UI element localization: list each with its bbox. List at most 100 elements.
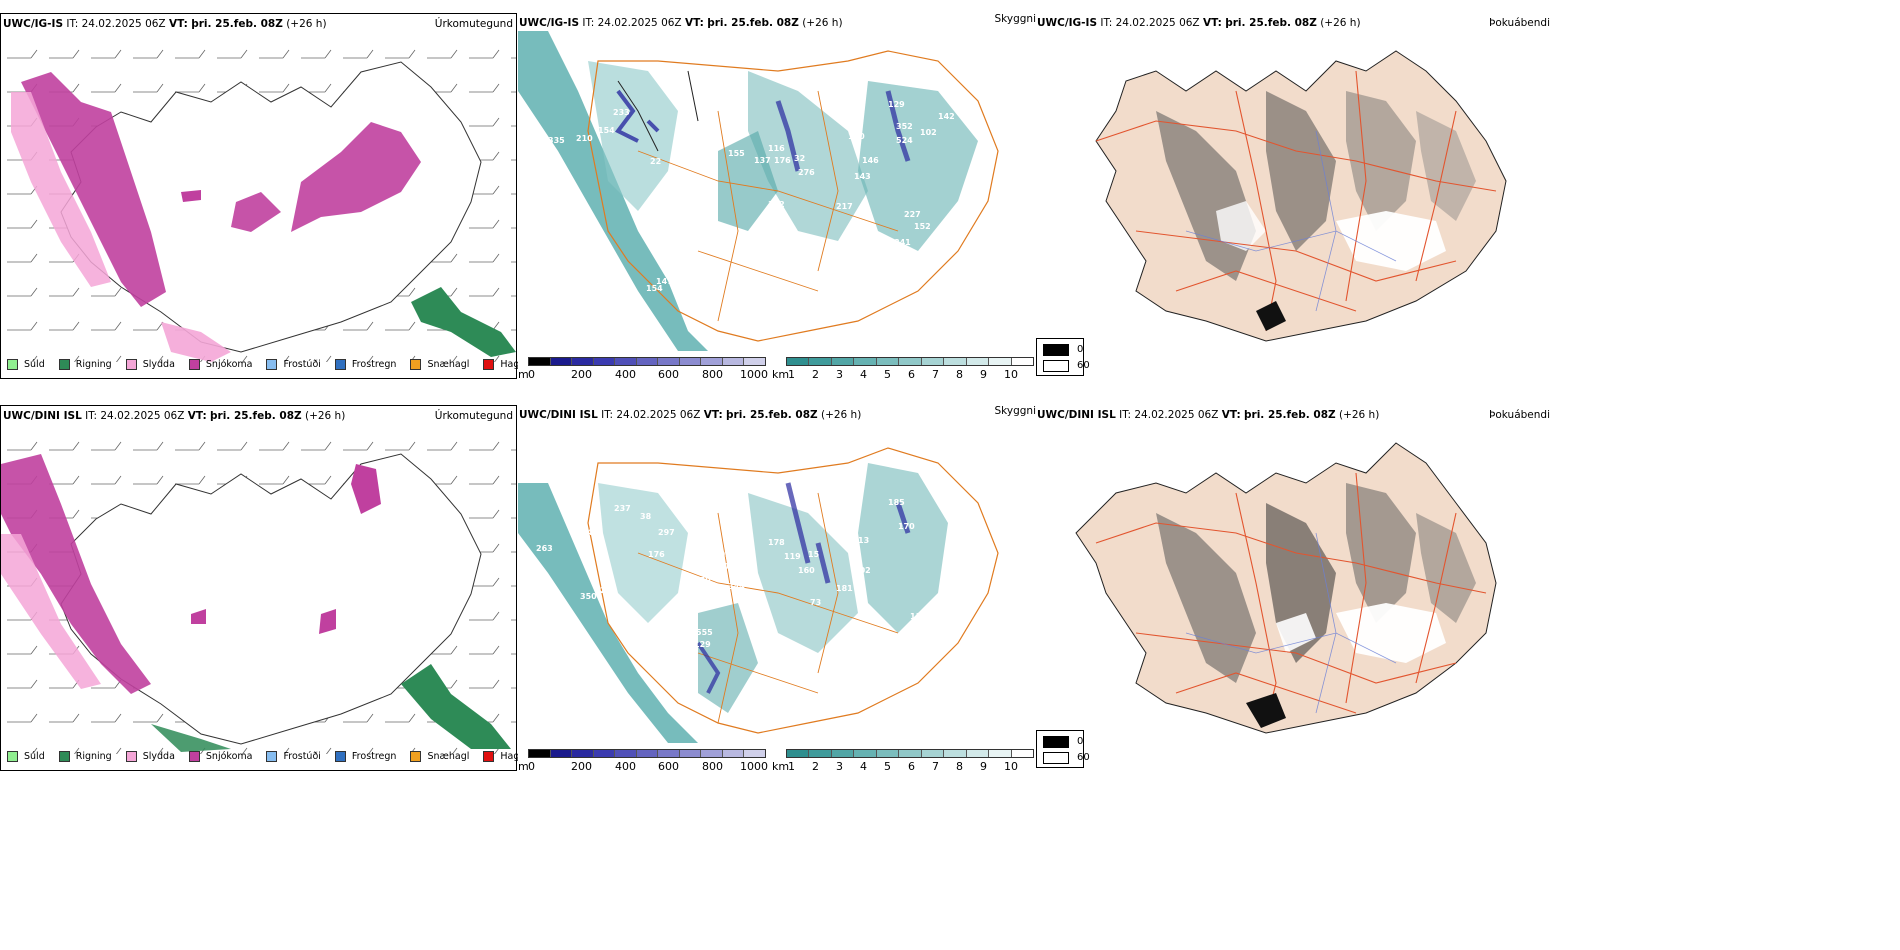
colorbar-unit: km	[772, 760, 790, 773]
vt-value: þri. 25.feb. 08Z	[191, 18, 283, 30]
cloudbase-label: 352	[896, 122, 913, 131]
cloudbase-label: 263	[536, 544, 553, 553]
colorbar-tick: 4	[860, 760, 867, 773]
fog-scale: 0 60	[1036, 338, 1090, 376]
legend-item: Rigning	[58, 751, 112, 762]
colorbar-strip	[786, 749, 1034, 758]
legend-item: Frostregn	[334, 751, 396, 762]
precip-legend: Súld Rigning Slydda Snjókoma Frostúði Fr…	[7, 751, 545, 762]
lead-time: (+26 h)	[304, 410, 346, 422]
legend-swatch	[188, 359, 200, 370]
precip-type-panel-top: UWC/IG-IS IT: 24.02.2025 06Z VT: þri. 25…	[0, 13, 531, 379]
cloudbase-label: 555	[696, 628, 713, 637]
colorbar-tick: 4	[860, 368, 867, 381]
model-name: UWC/DINI ISL	[519, 409, 598, 421]
colorbar-unit: m	[518, 368, 529, 381]
it-label: IT:	[582, 17, 595, 29]
cloudbase-label: 274	[576, 528, 593, 537]
vt-label: VT:	[168, 18, 188, 30]
fog-map	[1075, 442, 1497, 734]
fog-map	[1095, 50, 1507, 342]
cloudbase-label: 372	[768, 200, 785, 209]
legend-item: Slydda	[125, 751, 175, 762]
cloudbase-label: 181	[836, 584, 853, 593]
colorbar-unit: km	[772, 368, 790, 381]
cloudbase-label: 72	[680, 640, 691, 649]
colorbar-tick: 5	[884, 368, 891, 381]
cloudbase-label: 210	[576, 134, 593, 143]
cloudbase-label: 250	[694, 576, 711, 585]
cloudbase-label: 665	[686, 162, 703, 171]
colorbar-tick: 6	[908, 760, 915, 773]
precip-map	[1, 32, 516, 362]
cloudbase-label: 141	[756, 614, 773, 623]
panel-variable-title: Þokuábendi	[1489, 17, 1550, 29]
fog-scale-label: 0	[1077, 736, 1084, 747]
cloudbase-label: 176	[774, 156, 791, 165]
cloudbase-label: 350	[580, 592, 597, 601]
cloudbase-label: 137	[754, 156, 771, 165]
cloudbase-label: 258	[754, 230, 771, 239]
legend-swatch	[483, 359, 495, 370]
lead-time: (+26 h)	[286, 18, 327, 30]
colorbar-tick: 10	[1004, 760, 1018, 773]
model-name: UWC/DINI ISL	[1037, 409, 1116, 421]
vt-label: VT:	[684, 17, 704, 29]
cloudbase-label: 841	[894, 238, 911, 247]
legend-swatch	[125, 359, 137, 370]
legend-swatch	[7, 751, 18, 762]
cloudbase-label: 160	[712, 562, 729, 571]
vt-label: VT:	[187, 410, 207, 422]
cloudbase-label: 185	[888, 498, 905, 507]
cloudbase-label: 112	[910, 612, 927, 621]
model-name: UWC/DINI ISL	[3, 410, 82, 422]
panel-title: UWC/IG-IS IT: 24.02.2025 06Z VT: þri. 25…	[1037, 17, 1361, 29]
cloudbase-label: 22	[650, 157, 661, 166]
cloudbase-label: 231	[600, 586, 617, 595]
it-label: IT:	[85, 410, 98, 422]
colorbar-tick: 3	[836, 760, 843, 773]
panel-variable-title: Úrkomutegund	[434, 18, 513, 30]
colorbar-tick: 800	[702, 760, 723, 773]
cloudbase-label: 178	[768, 538, 785, 547]
colorbar-strip	[528, 749, 766, 758]
panel-title: UWC/DINI ISL IT: 24.02.2025 06Z VT: þri.…	[519, 409, 861, 421]
panel-title: UWC/DINI ISL IT: 24.02.2025 06Z VT: þri.…	[3, 410, 345, 422]
fog-scale-label: 0	[1077, 344, 1084, 355]
legend-item: Frostregn	[334, 359, 396, 370]
fog-swatch	[1043, 736, 1069, 748]
cloudbase-label: 154	[598, 126, 615, 135]
legend-item: Rigning	[58, 359, 112, 370]
legend-swatch	[483, 751, 495, 762]
it-label: IT:	[66, 18, 79, 30]
colorbar-tick: 2	[812, 368, 819, 381]
panel-title: UWC/IG-IS IT: 24.02.2025 06Z VT: þri. 25…	[3, 18, 327, 30]
colorbar-tick: 8	[956, 760, 963, 773]
cloudbase-label: 154	[646, 284, 663, 293]
visibility-colorbar: km 1 2 3 4 5 6 7 8 9 10	[772, 357, 1036, 381]
cloudbase-label: 276	[798, 168, 815, 177]
colorbar-tick: 0	[528, 760, 535, 773]
vt-label: VT:	[1221, 409, 1241, 421]
colorbar-tick: 5	[884, 760, 891, 773]
colorbar-tick: 2	[812, 760, 819, 773]
cloud-visibility-panel-top: UWC/IG-IS IT: 24.02.2025 06Z VT: þri. 25…	[518, 13, 1036, 381]
cloudbase-label: 146	[862, 156, 879, 165]
cloudbase-label: 102	[854, 566, 871, 575]
cloudbase-label: 155	[728, 149, 745, 158]
model-name: UWC/IG-IS	[1037, 17, 1098, 29]
cloudbase-label: 286	[560, 189, 577, 198]
colorbar-tick: 3	[836, 368, 843, 381]
cloudbase-label: 77	[658, 666, 669, 675]
model-name: UWC/IG-IS	[519, 17, 580, 29]
colorbar-strip	[786, 357, 1034, 366]
colorbar-tick: 8	[956, 368, 963, 381]
legend-swatch	[125, 751, 137, 762]
model-name: UWC/IG-IS	[3, 18, 64, 30]
legend-item: Haglél	[483, 359, 531, 370]
cloudbase-label: 170	[898, 522, 915, 531]
cloudbase-label: 13	[858, 536, 869, 545]
cloudbase-label: 233	[613, 108, 630, 117]
cloudbase-label: 116	[768, 144, 785, 153]
colorbar-tick: 200	[571, 760, 592, 773]
